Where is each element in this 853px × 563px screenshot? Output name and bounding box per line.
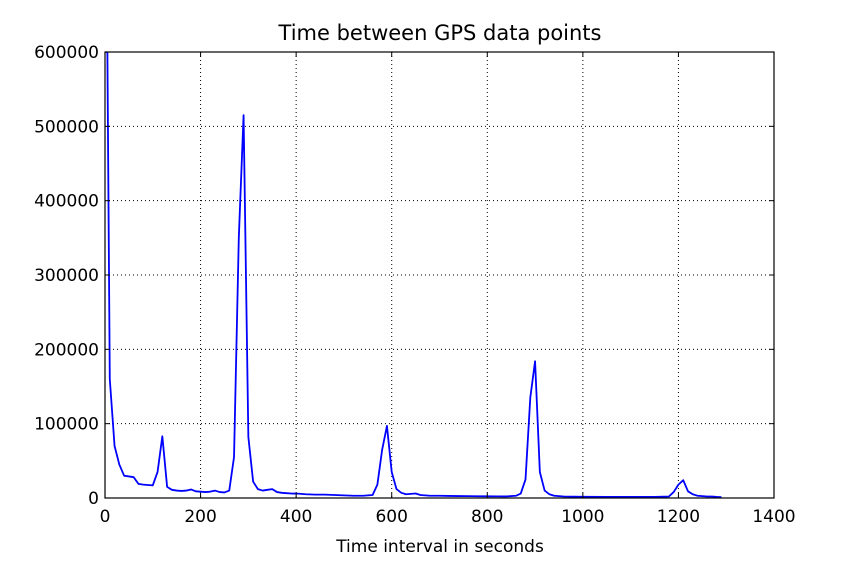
x-tick-label: 400 (280, 507, 312, 527)
y-tick-label: 100000 (34, 415, 99, 435)
x-tick-label: 600 (375, 507, 407, 527)
y-tick-label: 500000 (34, 117, 99, 137)
x-tick-label: 1400 (752, 507, 795, 527)
tick-marks (104, 51, 775, 499)
y-tick-labels: 0 100000 200000 300000 400000 500000 600000 (34, 43, 99, 509)
series-line (105, 52, 722, 498)
x-tick-label: 1000 (561, 507, 604, 527)
y-tick-label: 300000 (34, 266, 99, 286)
x-axis-label: Time interval in seconds (335, 537, 544, 557)
y-tick-label: 200000 (34, 340, 99, 360)
y-tick-label: 400000 (34, 192, 99, 212)
x-tick-label: 200 (184, 507, 216, 527)
y-tick-label: 0 (88, 489, 99, 509)
x-tick-label: 0 (100, 507, 111, 527)
x-tick-label: 800 (471, 507, 503, 527)
chart-title: Time between GPS data points (278, 21, 602, 45)
x-tick-label: 1200 (657, 507, 700, 527)
y-tick-label: 600000 (34, 43, 99, 63)
series-layer (105, 52, 722, 498)
x-tick-labels: 0 200 400 600 800 1000 1200 1400 (100, 507, 796, 527)
